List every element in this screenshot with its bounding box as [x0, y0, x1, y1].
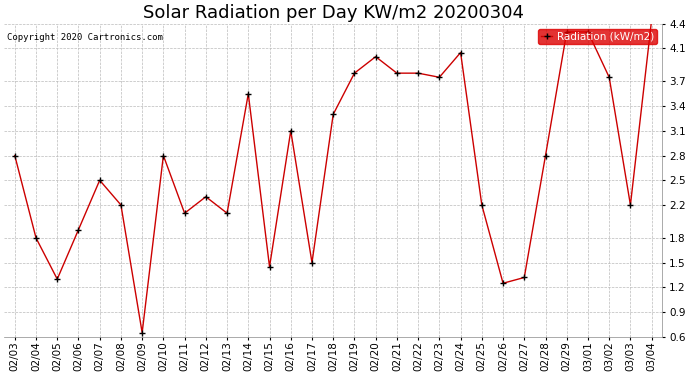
Text: Copyright 2020 Cartronics.com: Copyright 2020 Cartronics.com: [8, 33, 164, 42]
Legend: Radiation (kW/m2): Radiation (kW/m2): [538, 28, 658, 44]
Title: Solar Radiation per Day KW/m2 20200304: Solar Radiation per Day KW/m2 20200304: [143, 4, 524, 22]
